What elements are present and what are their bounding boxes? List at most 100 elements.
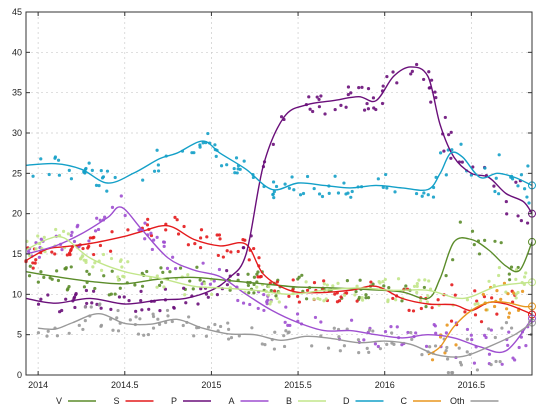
series-v-dot: [451, 258, 455, 262]
series-b-dot: [277, 300, 281, 304]
series-b-dot: [267, 293, 271, 297]
series-p-dot: [140, 308, 144, 312]
series-s-dot: [164, 228, 168, 232]
x-axis-ticks: 2014 2014.5 2015 2015.5 2016 2016.5: [28, 12, 485, 390]
series-d-dot: [31, 174, 35, 178]
series-b-dot: [423, 278, 427, 282]
series-b-dot: [325, 283, 329, 287]
series-oth-dot: [157, 322, 162, 326]
series-p-dot: [380, 101, 385, 106]
series-b-dot: [119, 258, 123, 262]
series-oth-dot: [166, 314, 170, 318]
series-s-dot: [333, 292, 337, 296]
legend-label-a: A: [228, 396, 234, 406]
series-p-dot: [127, 299, 131, 303]
series-v-dot: [470, 229, 475, 233]
series-d-dot: [523, 187, 527, 191]
series-s-dot: [453, 293, 457, 297]
series-b-dot: [93, 261, 97, 265]
series-oth-dot: [272, 347, 277, 351]
y-tick-label: 5: [17, 330, 22, 340]
series-s-dot: [449, 319, 454, 323]
series-oth-dot: [420, 353, 424, 357]
series-d-dot: [235, 171, 239, 175]
series-a-dot: [165, 266, 170, 270]
series-oth-dot: [81, 327, 85, 332]
series-b-dot: [415, 290, 419, 295]
series-v-dot: [87, 272, 91, 276]
series-b-dot: [81, 254, 85, 258]
series-p-dot: [391, 70, 395, 74]
series-c-dot: [512, 291, 516, 295]
series-a-line: [25, 206, 533, 354]
series-d-dot: [333, 174, 337, 178]
series-a-dot: [70, 230, 74, 234]
series-d-dot: [393, 190, 397, 194]
series-v-dot: [159, 280, 164, 284]
series-oth-dot: [500, 326, 504, 330]
series-a-dot: [200, 282, 204, 286]
series-s-dot: [291, 278, 295, 282]
series-d-dot: [67, 168, 71, 172]
series-d-dot: [497, 153, 501, 157]
series-v-dot: [252, 275, 257, 279]
series-a-dot: [119, 194, 123, 198]
series-s-dot: [205, 235, 209, 239]
series-a-dot: [362, 338, 366, 342]
series-a-dot: [76, 223, 80, 227]
series-s-dot: [287, 294, 291, 298]
series-v-dot: [499, 241, 503, 245]
series-b-dot: [186, 273, 190, 277]
series-s-dot: [369, 280, 373, 284]
series-v-dot: [300, 273, 304, 277]
series-b-dot: [476, 301, 480, 306]
series-p-dot: [349, 91, 353, 95]
series-p-dot: [307, 95, 311, 99]
series-s-dot: [145, 223, 150, 227]
series-b-dot: [126, 260, 130, 264]
series-s-dot: [173, 215, 177, 219]
series-oth-dot: [36, 331, 41, 335]
series-oth-dot: [444, 348, 448, 353]
series-s-dot: [450, 283, 454, 287]
series-a-dot: [173, 267, 178, 271]
series-s-dot: [34, 258, 38, 262]
series-b-dot: [383, 277, 387, 282]
series-b-dot: [120, 265, 124, 269]
series-d-line: [25, 140, 533, 192]
series-p-dot: [241, 246, 245, 250]
series-d-dot: [190, 151, 194, 155]
series-a-dot: [143, 221, 147, 225]
series-s-dot: [297, 300, 302, 304]
series-p-dot: [236, 272, 240, 277]
series-p-dot: [434, 96, 438, 100]
series-a-dot: [98, 218, 102, 222]
series-b-dot: [84, 258, 88, 263]
series-b-dot: [377, 280, 381, 284]
series-p-dot: [366, 86, 371, 91]
series-s-dot: [217, 233, 222, 237]
series-oth-dot: [206, 325, 211, 329]
series-s-dot: [345, 291, 349, 295]
series-s-dot: [176, 232, 181, 236]
series-p-dot: [381, 84, 385, 88]
series-b-dot: [109, 256, 114, 261]
x-tick-label: 2015.5: [284, 380, 312, 390]
series-d-dot: [431, 195, 436, 199]
scatter-layer: [24, 62, 533, 375]
series-d-dot: [426, 193, 430, 197]
series-oth-dot: [385, 342, 389, 347]
series-v-dot: [28, 264, 32, 268]
series-b-dot: [412, 284, 417, 288]
series-d-dot: [385, 186, 389, 190]
series-oth-dot: [310, 344, 314, 348]
series-s-dot: [335, 300, 340, 304]
series-a-dot: [383, 330, 388, 334]
series-d-dot: [84, 166, 88, 171]
series-v-dot: [493, 239, 497, 243]
series-b-dot: [183, 293, 187, 297]
series-d-dot: [384, 172, 388, 177]
x-tick-label: 2015: [201, 380, 221, 390]
series-d-dot: [493, 189, 497, 194]
series-oth-dot: [142, 333, 146, 337]
